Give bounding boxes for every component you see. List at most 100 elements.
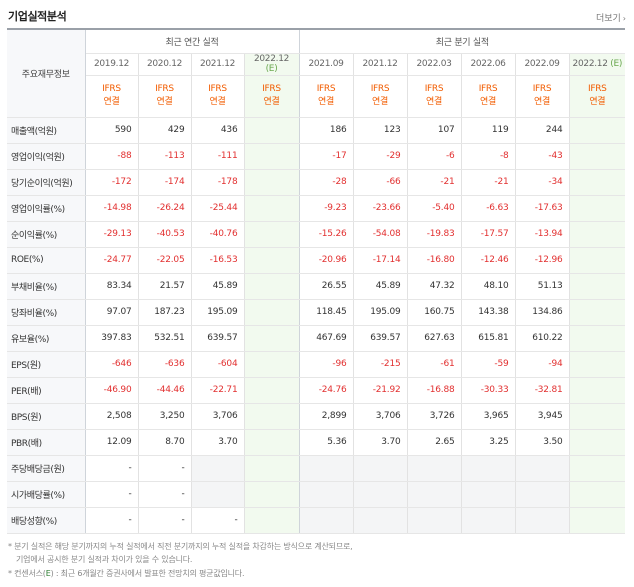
table-cell: -19.83: [407, 221, 462, 248]
table-cell: 134.86: [515, 299, 570, 326]
table-cell: [569, 325, 626, 352]
table-cell: -26.24: [138, 194, 192, 222]
footnote-2: 기업에서 공시한 분기 실적과 차이가 있을 수 있습니다.: [16, 555, 193, 564]
table-cell: -636: [138, 350, 192, 378]
table-cell: 3,706: [191, 403, 245, 430]
table-cell: 397.83: [85, 325, 139, 352]
table-cell: 3,965: [461, 403, 516, 430]
table-cell: 3.50: [515, 429, 570, 456]
table-cell: -16.53: [191, 247, 245, 274]
table-cell: 195.09: [191, 299, 245, 326]
row-label: 순이익률(%): [7, 221, 86, 248]
table-row: 매출액(억원) 590 429 436 186 123 107 119 244: [7, 117, 626, 144]
table-cell: -: [138, 481, 192, 508]
table-cell: [244, 117, 300, 144]
table-cell: -178: [191, 169, 245, 196]
table-cell: [461, 507, 516, 534]
quarter-date: 2021.12: [353, 53, 408, 76]
table-cell: -30.33: [461, 377, 516, 404]
table-cell: -646: [85, 350, 139, 378]
table-row: 당좌비율(%) 97.07 187.23 195.09 118.45 195.09 160.…: [7, 299, 626, 326]
table-cell: 429: [138, 117, 192, 144]
table-cell: [407, 454, 462, 482]
table-cell: 3,706: [353, 403, 408, 430]
annual-date: 2019.12: [85, 53, 139, 76]
chevron-right-icon: ›: [622, 14, 626, 23]
table-cell: [569, 247, 626, 274]
quarter-date: 2021.09: [299, 53, 354, 76]
table-cell: 186: [299, 117, 354, 144]
table-cell: 467.69: [299, 325, 354, 352]
table-cell: -32.81: [515, 377, 570, 404]
table-cell: -15.26: [299, 221, 354, 248]
table-cell: -96: [299, 350, 354, 378]
row-label: 매출액(억원): [7, 117, 86, 144]
table-cell: -28: [299, 169, 354, 196]
annual-date: 2020.12: [138, 53, 192, 76]
table-cell: -: [85, 454, 139, 482]
table-cell: -21: [407, 169, 462, 196]
table-row: 유보율(%) 397.83 532.51 639.57 467.69 639.57 627.…: [7, 325, 626, 352]
table-row: 배당성향(%) - - -: [7, 507, 626, 534]
table-cell: -12.46: [461, 247, 516, 274]
table-cell: 195.09: [353, 299, 408, 326]
table-cell: -17: [299, 143, 354, 170]
table-cell: 3,726: [407, 403, 462, 430]
table-row: 영업이익률(%) -14.98 -26.24 -25.44 -9.23 -23.66 -5.…: [7, 194, 626, 222]
row-label: 당좌비율(%): [7, 299, 86, 326]
table-cell: 107: [407, 117, 462, 144]
row-label: ROE(%): [7, 247, 86, 274]
table-cell: -12.96: [515, 247, 570, 274]
table-cell: 3,945: [515, 403, 570, 430]
row-label: 시가배당률(%): [7, 481, 86, 508]
table-cell: [244, 299, 300, 326]
table-cell: -21.92: [353, 377, 408, 404]
table-row: PBR(배) 12.09 8.70 3.70 5.36 3.70 2.65 3.25 3.50: [7, 429, 626, 456]
row-label: 영업이익률(%): [7, 194, 86, 222]
table-cell: [244, 325, 300, 352]
table-cell: [244, 481, 300, 508]
table-cell: [299, 507, 354, 534]
table-cell: [244, 143, 300, 170]
table-cell: 2,508: [85, 403, 139, 430]
table-cell: 3.70: [191, 429, 245, 456]
table-cell: 123: [353, 117, 408, 144]
table-cell: [515, 454, 570, 482]
table-cell: -22.05: [138, 247, 192, 274]
table-cell: -34: [515, 169, 570, 196]
table-cell: 590: [85, 117, 139, 144]
table-cell: -61: [407, 350, 462, 378]
table-cell: -46.90: [85, 377, 139, 404]
table-cell: -: [85, 481, 139, 508]
footnote-3: * 컨센서스(E) : 최근 6개월간 증권사에서 발표한 전망치의 평균값입니…: [8, 569, 245, 578]
footnote-1: * 분기 실적은 해당 분기까지의 누적 실적에서 직전 분기까지의 누적 실적…: [8, 542, 353, 551]
table-cell: 51.13: [515, 272, 570, 300]
table-cell: -5.40: [407, 194, 462, 222]
table-cell: [353, 454, 408, 482]
table-cell: -174: [138, 169, 192, 196]
table-cell: -29.13: [85, 221, 139, 248]
table-row: 시가배당률(%) - -: [7, 481, 626, 508]
table-cell: -16.80: [407, 247, 462, 274]
table-cell: 118.45: [299, 299, 354, 326]
table-cell: -17.63: [515, 194, 570, 222]
table-cell: -22.71: [191, 377, 245, 404]
table-cell: 615.81: [461, 325, 516, 352]
table-cell: -40.76: [191, 221, 245, 248]
table-cell: 12.09: [85, 429, 139, 456]
table-cell: 8.70: [138, 429, 192, 456]
table-cell: -111: [191, 143, 245, 170]
table-cell: -17.57: [461, 221, 516, 248]
row-label: 당기순이익(억원): [7, 169, 86, 196]
more-link[interactable]: 더보기 ›: [596, 11, 626, 24]
table-cell: 639.57: [191, 325, 245, 352]
table-cell: -24.77: [85, 247, 139, 274]
ifrs-label: IFRS 연결: [299, 75, 354, 118]
ifrs-label: IFRS 연결: [461, 75, 516, 118]
table-cell: [569, 429, 626, 456]
table-cell: -21: [461, 169, 516, 196]
row-label: 부채비율(%): [7, 272, 86, 300]
table-row: ROE(%) -24.77 -22.05 -16.53 -20.96 -17.14 -16.…: [7, 247, 626, 274]
table-cell: [244, 507, 300, 534]
